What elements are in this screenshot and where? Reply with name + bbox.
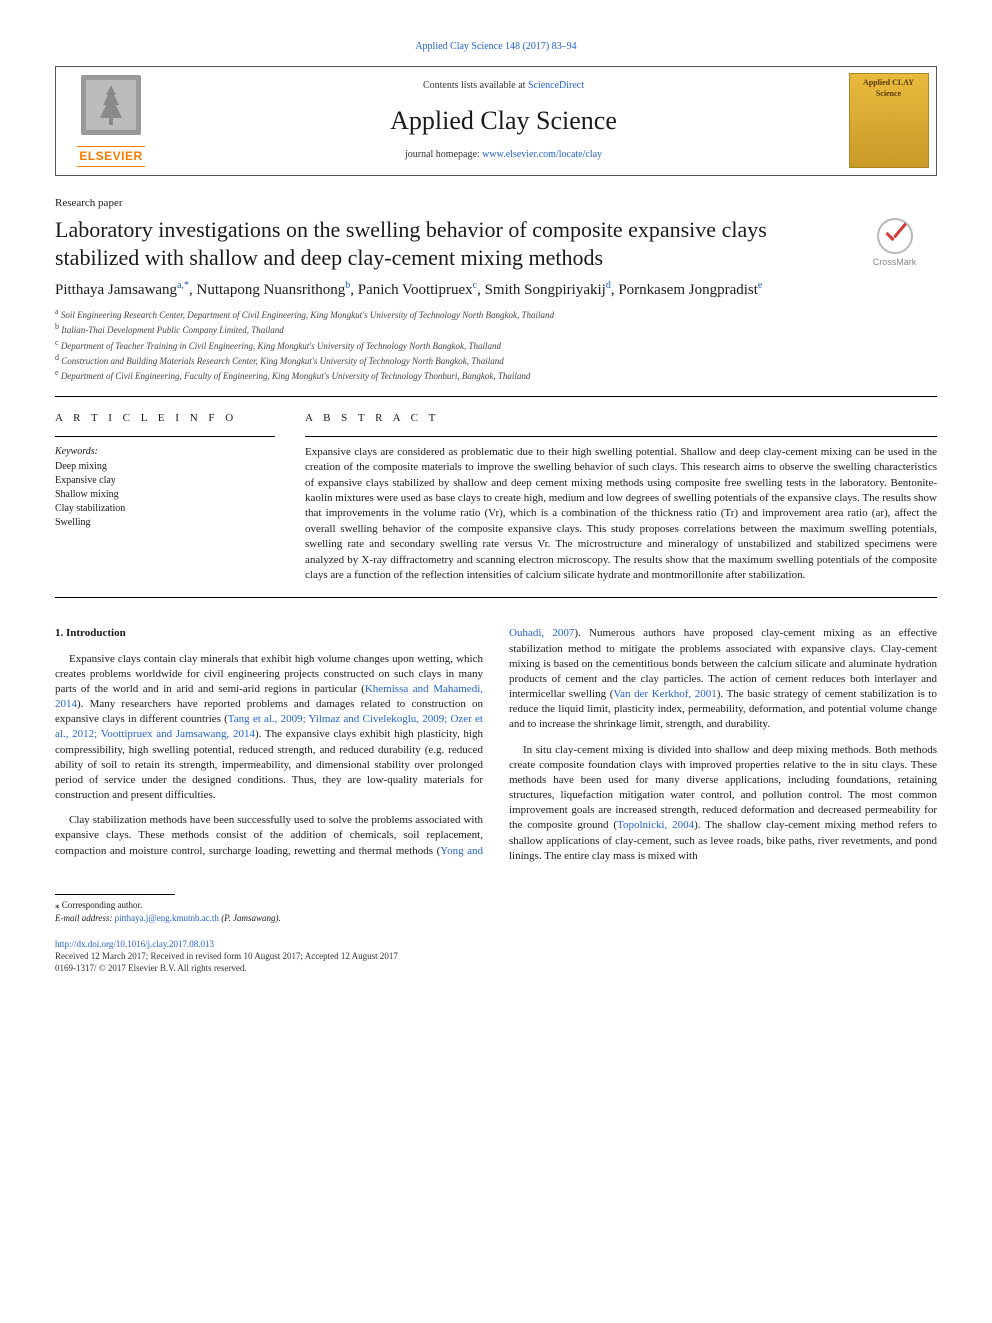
author-affiliation-marker: e [758,280,762,291]
journal-reference: Applied Clay Science 148 (2017) 83–94 [55,40,937,54]
abstract-heading: A B S T R A C T [305,411,937,426]
affiliations-list: a Soil Engineering Research Center, Depa… [55,307,937,382]
homepage-link[interactable]: www.elsevier.com/locate/clay [482,149,602,160]
contents-line: Contents lists available at ScienceDirec… [423,79,584,93]
article-info-column: A R T I C L E I N F O Keywords: Deep mix… [55,411,275,583]
doi-link[interactable]: http://dx.doi.org/10.1016/j.clay.2017.08… [55,938,937,950]
footer: ⁎ Corresponding author. E-mail address: … [55,894,937,974]
crossmark-icon [877,218,913,254]
abstract-underline [305,436,937,437]
article-title: Laboratory investigations on the swellin… [55,216,852,271]
affiliation-item: d Construction and Building Materials Re… [55,353,937,367]
author-name: Panich Voottipruex [358,282,473,298]
homepage-line: journal homepage: www.elsevier.com/locat… [405,148,602,162]
crossmark-badge[interactable]: CrossMark [852,218,937,268]
journal-name: Applied Clay Science [390,103,617,138]
footer-rule [55,894,175,895]
body-columns: 1. Introduction Expansive clays contain … [55,626,937,866]
keywords-list: Deep mixingExpansive clayShallow mixingC… [55,460,275,530]
info-underline [55,436,275,437]
contents-prefix: Contents lists available at [423,80,528,91]
publisher-cell: ELSEVIER [56,67,166,175]
email-suffix: (P. Jamsawang). [219,913,281,923]
email-link[interactable]: pitthaya.j@eng.kmutnb.ac.th [115,913,219,923]
article-type: Research paper [55,196,937,211]
author-name: Smith Songpiriyakij [485,282,606,298]
citation-link[interactable]: Topolnicki, 2004 [617,819,694,831]
keywords-label: Keywords: [55,445,275,459]
keyword-item: Expansive clay [55,474,275,488]
journal-header: ELSEVIER Contents lists available at Sci… [55,66,937,176]
affiliation-item: c Department of Teacher Training in Civi… [55,338,937,352]
author-affiliation-marker: b [345,280,350,291]
journal-cover-icon: Applied CLAY Science [849,73,929,168]
elsevier-tree-icon [81,75,141,135]
keyword-item: Swelling [55,516,275,530]
email-label: E-mail address: [55,913,115,923]
header-center: Contents lists available at ScienceDirec… [166,67,841,175]
author-name: Pornkasem Jongpradist [618,282,758,298]
email-line: E-mail address: pitthaya.j@eng.kmutnb.ac… [55,912,937,924]
copyright-line: 0169-1317/ © 2017 Elsevier B.V. All righ… [55,962,937,974]
divider [55,396,937,397]
keyword-item: Deep mixing [55,460,275,474]
author-affiliation-marker: c [473,280,477,291]
author-affiliation-marker: a, [177,280,184,291]
cover-cell: Applied CLAY Science [841,67,936,175]
article-dates: Received 12 March 2017; Received in revi… [55,950,937,962]
affiliation-item: e Department of Civil Engineering, Facul… [55,368,937,382]
affiliation-item: a Soil Engineering Research Center, Depa… [55,307,937,321]
citation-link[interactable]: Van der Kerkhof, 2001 [613,688,716,700]
text-span: Clay stabilization methods have been suc… [55,814,483,856]
divider [55,597,937,598]
sciencedirect-link[interactable]: ScienceDirect [528,80,584,91]
keyword-item: Clay stabilization [55,502,275,516]
intro-heading: 1. Introduction [55,626,483,641]
affiliation-item: b Italian-Thai Development Public Compan… [55,322,937,336]
corresponding-author-label: ⁎ Corresponding author. [55,899,937,911]
article-info-heading: A R T I C L E I N F O [55,411,275,426]
crossmark-label: CrossMark [873,256,917,268]
keyword-item: Shallow mixing [55,488,275,502]
abstract-column: A B S T R A C T Expansive clays are cons… [305,411,937,583]
elsevier-logo: ELSEVIER [77,146,144,166]
authors-list: Pitthaya Jamsawanga,*, Nuttapong Nuansri… [55,279,937,301]
intro-paragraph: In situ clay-cement mixing is divided in… [509,743,937,864]
abstract-text: Expansive clays are considered as proble… [305,445,937,584]
author-name: Nuttapong Nuansrithong [197,282,346,298]
author-affiliation-marker: d [606,280,611,291]
homepage-prefix: journal homepage: [405,149,482,160]
cover-title: Applied CLAY Science [854,78,924,100]
intro-paragraph: Expansive clays contain clay minerals th… [55,652,483,804]
author-name: Pitthaya Jamsawang [55,282,177,298]
info-abstract-row: A R T I C L E I N F O Keywords: Deep mix… [55,411,937,583]
title-row: Laboratory investigations on the swellin… [55,216,937,279]
